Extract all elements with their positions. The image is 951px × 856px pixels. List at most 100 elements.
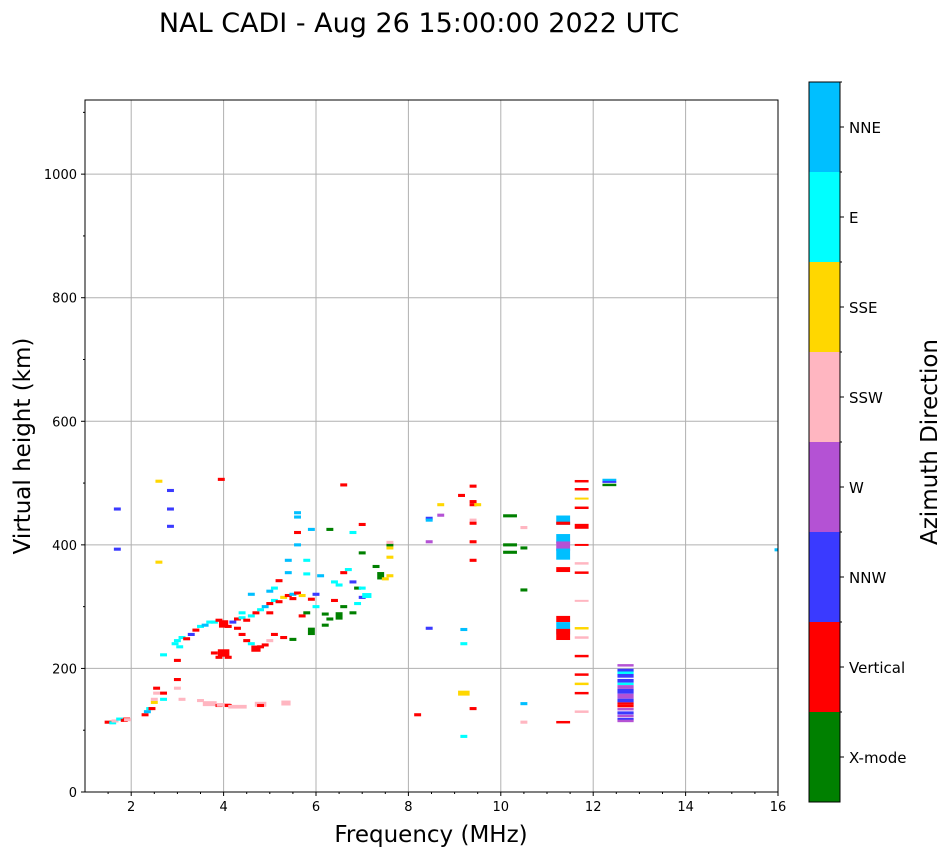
data-point-nnw	[187, 632, 195, 636]
data-point-vertical	[141, 713, 149, 717]
data-point-nne	[460, 627, 468, 632]
data-point-e	[160, 697, 168, 701]
colorbar-label: Azimuth Direction	[917, 339, 943, 545]
data-point-ssw	[124, 718, 131, 722]
data-point-w	[425, 540, 433, 544]
data-point-vertical	[574, 506, 589, 510]
data-point-nne	[556, 534, 571, 544]
data-point-nnw	[167, 524, 174, 528]
plot-area	[85, 100, 778, 792]
data-point-e	[617, 671, 634, 674]
data-point-x-mode	[372, 564, 380, 569]
data-point-e	[354, 602, 362, 606]
data-point-sse	[386, 546, 394, 550]
data-point-e	[247, 642, 255, 646]
data-point-x-mode	[326, 527, 334, 531]
data-point-nnw	[167, 488, 174, 493]
data-point-nnw	[167, 507, 174, 511]
data-point-ssw	[520, 720, 528, 724]
data-point-vertical	[340, 483, 348, 487]
chart-title: NAL CADI - Aug 26 15:00:00 2022 UTC	[159, 8, 679, 39]
data-point-vertical	[218, 620, 229, 628]
data-point-vertical	[574, 654, 589, 658]
data-point-vertical	[469, 558, 477, 562]
data-point-ssw	[173, 686, 181, 690]
data-point-sse	[155, 560, 163, 564]
data-point-vertical	[298, 614, 306, 618]
data-point-sse	[155, 479, 163, 483]
data-point-vertical	[210, 651, 218, 655]
data-point-nnw	[602, 480, 617, 483]
data-point-ssw	[111, 719, 119, 723]
y-tick-label: 600	[52, 415, 77, 430]
x-tick-label: 6	[312, 800, 320, 815]
data-point-nne	[317, 574, 325, 578]
data-point-e	[303, 558, 311, 562]
data-point-x-mode	[303, 611, 311, 615]
data-point-vertical	[160, 691, 168, 695]
data-point-x-mode	[340, 605, 348, 609]
colorbar-segment	[809, 262, 840, 352]
data-point-vertical	[183, 637, 191, 641]
data-point-x-mode	[321, 612, 329, 616]
colorbar-tick-label: Vertical	[849, 659, 905, 677]
data-point-nne	[284, 571, 292, 575]
data-point-vertical	[217, 477, 225, 481]
data-point-vertical	[574, 479, 589, 483]
data-point-e	[331, 580, 338, 584]
data-point-ssw	[520, 526, 528, 530]
colorbar-segment	[809, 532, 840, 622]
data-point-ssw	[266, 639, 274, 643]
data-point-nne	[289, 592, 297, 596]
data-point-nnw	[617, 673, 634, 678]
data-point-w	[617, 714, 634, 718]
data-point-e	[210, 620, 218, 624]
axis-ticks: 2 4 6 8 10 12 14 16 0 200 400 600 800 1000	[44, 111, 786, 815]
data-point-vertical	[251, 645, 261, 652]
data-point-vertical	[469, 707, 477, 711]
colorbar-tick-label: NNW	[849, 569, 886, 587]
x-tick-label: 10	[493, 800, 510, 815]
data-point-vertical	[275, 600, 283, 604]
y-tick-label: 1000	[44, 168, 77, 183]
data-point-vertical	[574, 523, 589, 529]
data-point-x-mode	[307, 627, 315, 636]
data-point-w	[617, 693, 634, 699]
data-point-ssw	[574, 562, 589, 565]
data-point-sse	[381, 577, 389, 581]
data-point-vertical	[224, 624, 232, 628]
data-point-e	[270, 598, 278, 603]
colorbar-segment	[809, 442, 840, 532]
x-tick-label: 12	[585, 800, 602, 815]
data-point-e	[238, 616, 246, 620]
data-point-nnw	[113, 547, 121, 551]
data-point-vertical	[574, 691, 589, 695]
data-point-nne	[294, 515, 301, 519]
data-point-vertical	[173, 658, 181, 662]
data-point-vertical	[238, 632, 246, 636]
colorbar-tick-label: SSE	[849, 299, 878, 317]
data-point-x-mode	[335, 612, 343, 620]
data-point-vertical	[266, 611, 274, 615]
data-point-ssw	[574, 710, 589, 713]
data-point-vertical	[217, 649, 230, 657]
data-point-vertical	[104, 720, 112, 724]
data-point-nnw	[349, 580, 357, 584]
grid	[85, 100, 779, 793]
data-point-e	[349, 530, 357, 535]
data-point-ssw	[202, 701, 217, 707]
data-point-x-mode	[520, 546, 528, 550]
data-point-vertical	[289, 597, 297, 601]
data-point-vertical	[243, 639, 251, 643]
data-point-ssw	[574, 599, 589, 602]
data-point-w	[617, 719, 634, 723]
y-tick-label: 200	[52, 662, 77, 677]
data-point-e	[358, 586, 366, 590]
data-point-nne	[602, 478, 617, 482]
colorbar-tick-label: SSW	[849, 389, 883, 407]
data-point-e	[460, 734, 468, 738]
data-point-ssw	[281, 700, 291, 706]
data-point-e	[257, 608, 265, 612]
data-point-nnw	[113, 507, 121, 511]
data-point-vertical	[331, 598, 338, 603]
